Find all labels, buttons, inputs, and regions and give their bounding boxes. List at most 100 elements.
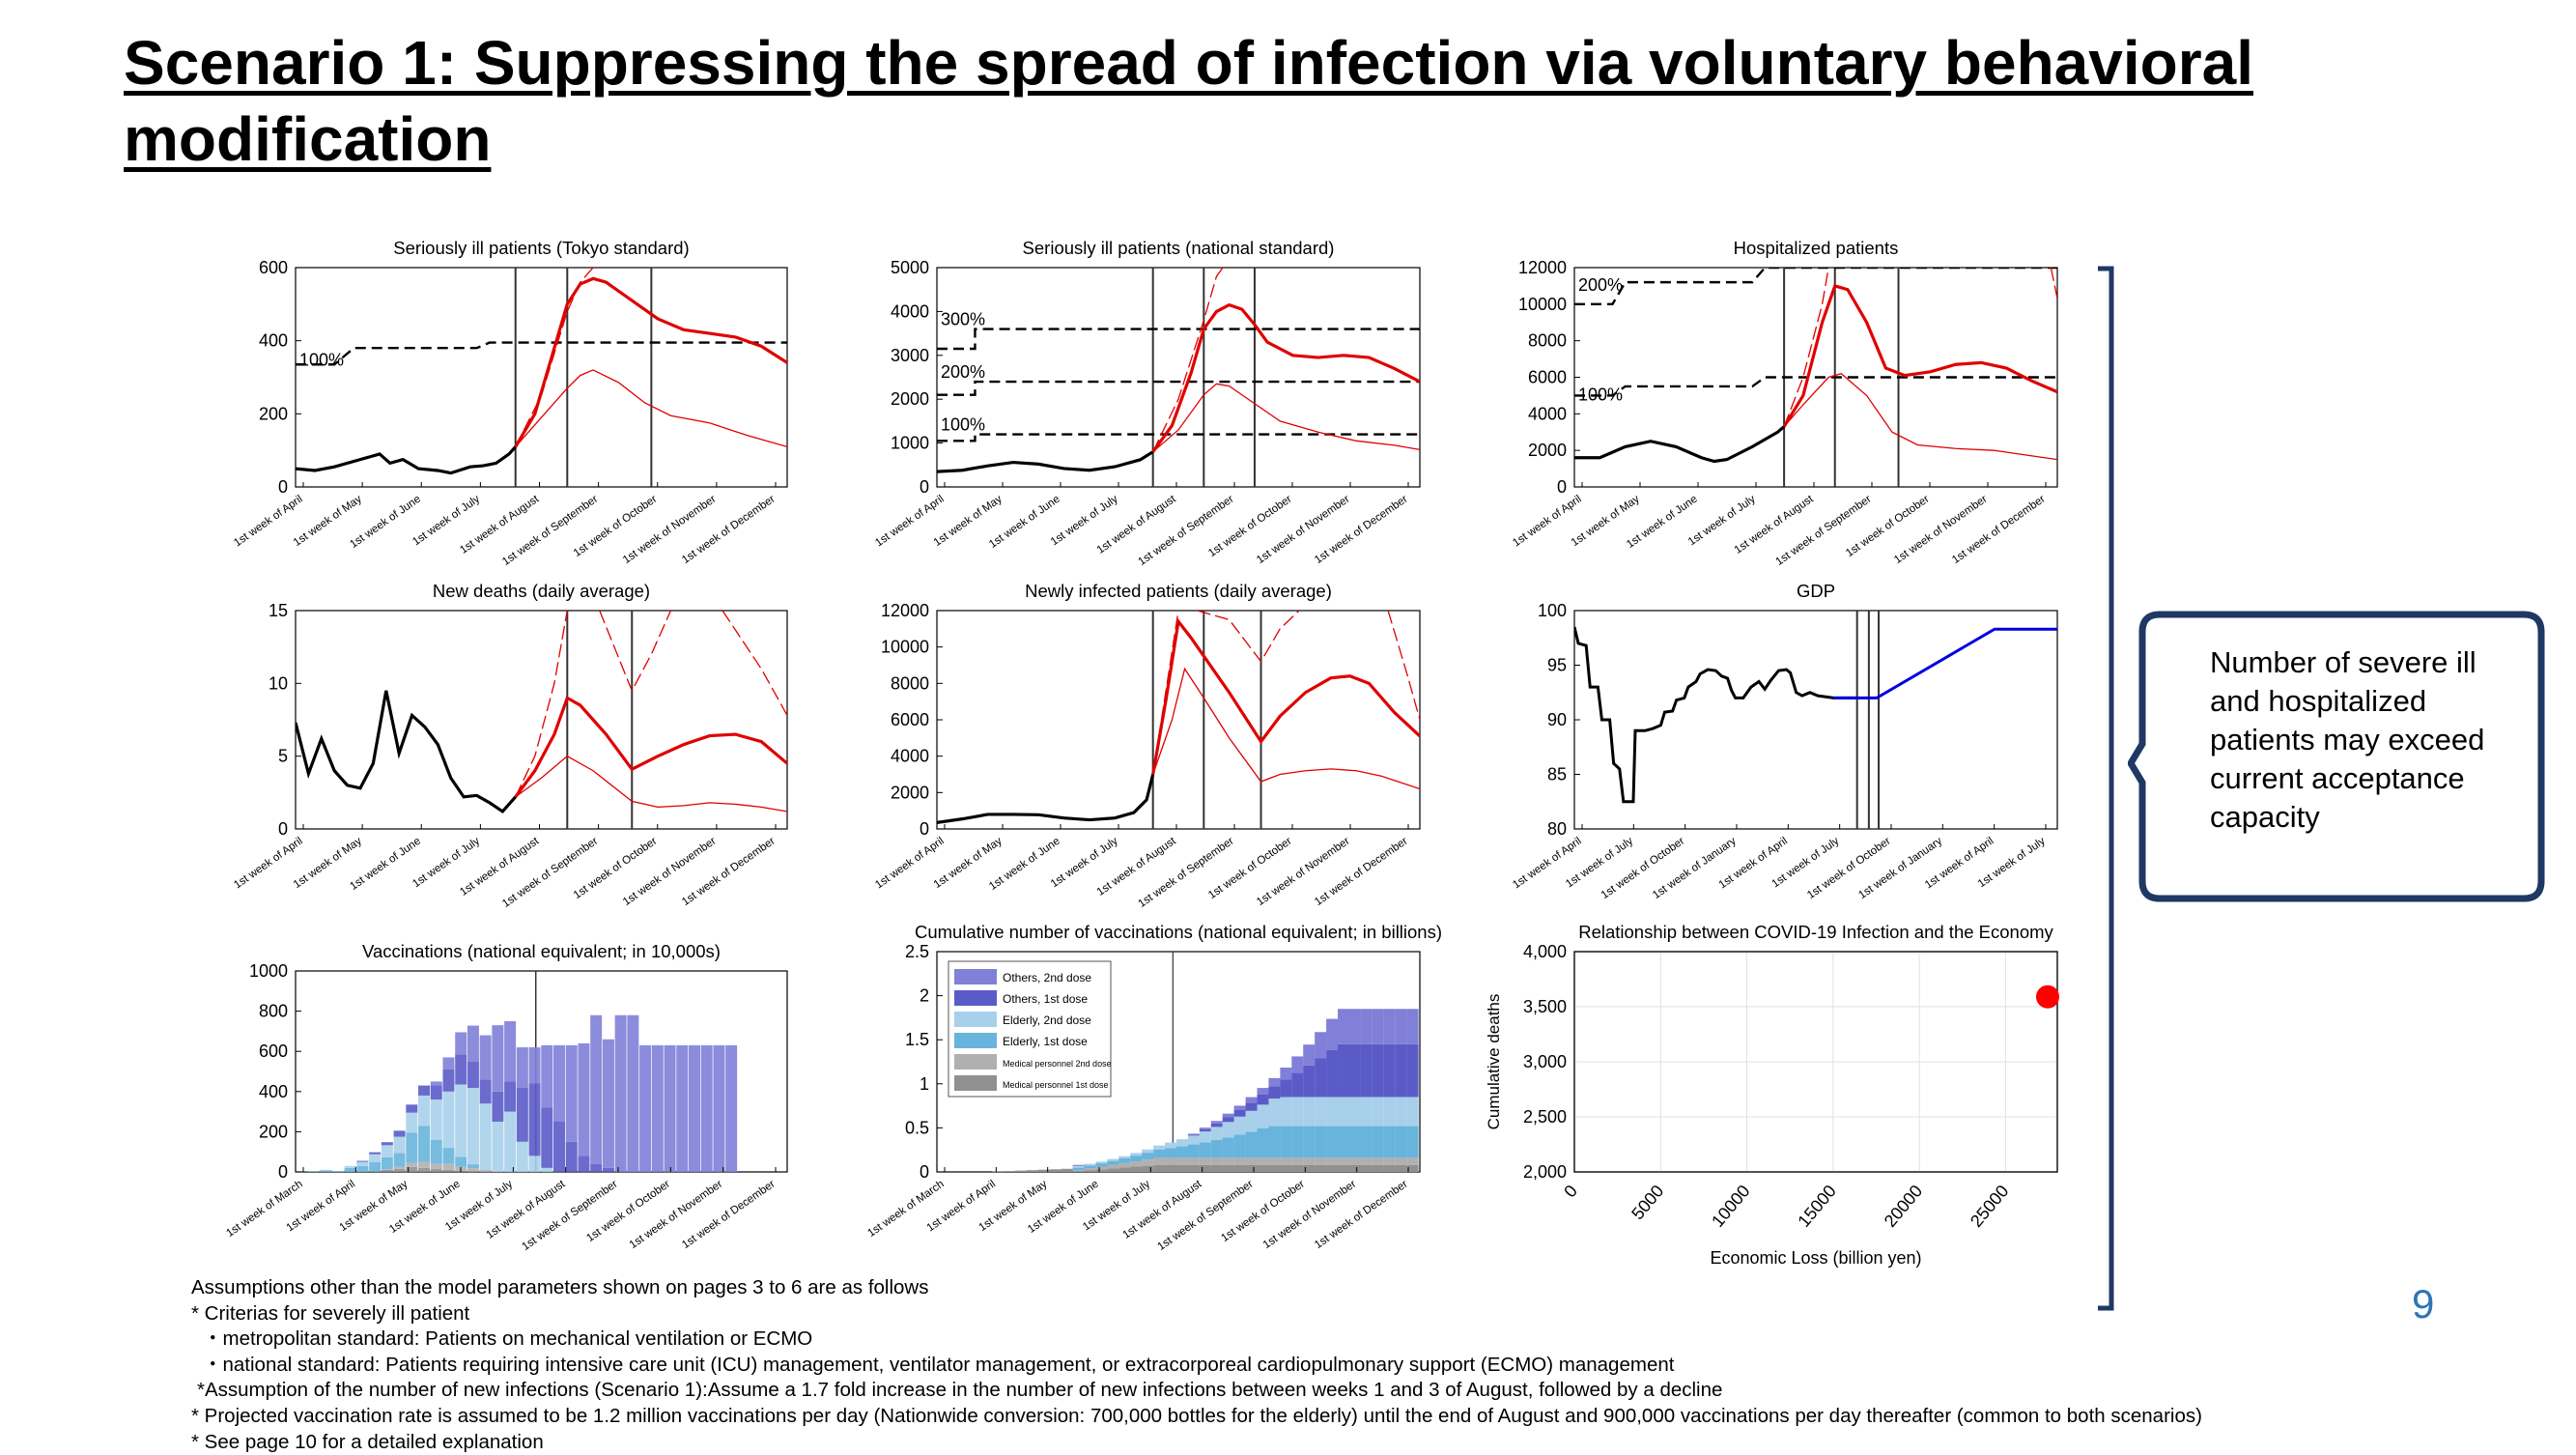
bar-segment (1073, 1168, 1085, 1171)
y-tick-label: 400 (259, 331, 288, 351)
bar-segment (1142, 1153, 1153, 1159)
bar-segment (418, 1162, 430, 1168)
bar-segment (382, 1145, 393, 1156)
bar-segment (356, 1166, 368, 1172)
threshold-label: 300% (941, 310, 985, 329)
bar-segment (1280, 1157, 1291, 1164)
x-tick-label: 1st week of December (1950, 494, 2048, 567)
bar-segment (1396, 1157, 1407, 1164)
bar-segment (492, 1122, 503, 1172)
note-line: Assumptions other than the model paramet… (191, 1275, 2202, 1301)
bar-segment (1085, 1165, 1096, 1168)
y-tick-label: 200 (259, 1122, 288, 1141)
bar-segment (553, 1045, 565, 1122)
x-tick-label: 1st week of December (680, 1179, 778, 1252)
bar-segment (1349, 1009, 1361, 1043)
bar-segment (1258, 1165, 1269, 1172)
bar-segment (480, 1170, 492, 1172)
bar-segment (406, 1132, 417, 1162)
chart-title: Seriously ill patients (Tokyo standard) (393, 238, 689, 258)
bar-segment (1223, 1157, 1234, 1164)
y-tick-label: 0 (278, 819, 288, 839)
bar-segment (418, 1126, 430, 1161)
bar-segment (603, 1168, 614, 1172)
y-tick-label: 0 (920, 477, 929, 497)
bar-segment (1280, 1127, 1291, 1158)
bracket (2094, 263, 2123, 1326)
bar-segment (1200, 1165, 1211, 1172)
bar-segment (1223, 1122, 1234, 1137)
bar-segment (1291, 1127, 1303, 1158)
x-tick-label: 1st week of September (520, 1179, 619, 1253)
bar-segment (1095, 1169, 1107, 1172)
legend-label: Medical personnel 1st dose (1003, 1080, 1109, 1090)
y-tick-label: 10000 (881, 638, 929, 657)
x-tick-label: 1st week of October (1219, 1179, 1307, 1245)
y-tick-label: 400 (259, 1082, 288, 1101)
bar-segment (1211, 1127, 1223, 1140)
bar-segment (1384, 1157, 1396, 1164)
bar-segment (1349, 1044, 1361, 1098)
y-tick-label: 6000 (891, 710, 929, 729)
bar-segment (356, 1161, 368, 1162)
bar-segment (406, 1163, 417, 1167)
legend-swatch (954, 1075, 997, 1091)
bar-segment (369, 1153, 381, 1155)
bar-segment (517, 1047, 528, 1088)
callout-text: Number of severe ill and hospitalized pa… (2210, 643, 2529, 837)
chart-cumulative: Cumulative number of vaccinations (natio… (865, 922, 1442, 1253)
bar-segment (1153, 1146, 1165, 1150)
bar-segment (615, 1015, 627, 1172)
bar-segment (1326, 1127, 1338, 1158)
note-line: * See page 10 for a detailed explanation (191, 1430, 2202, 1455)
y-tick-label: 4,000 (1523, 942, 1567, 961)
bar-segment (1165, 1148, 1176, 1157)
x-tick-label: 1st week of December (1313, 1179, 1410, 1252)
threshold-label: 100% (941, 415, 985, 435)
bar-segment (382, 1142, 393, 1145)
bar-segment (467, 1062, 479, 1088)
bar-segment (1407, 1009, 1419, 1043)
legend-label: Others, 1st dose (1003, 992, 1088, 1006)
y-tick-label: 8000 (1528, 331, 1567, 351)
bar-segment (1188, 1134, 1200, 1135)
bar-segment (713, 1045, 724, 1172)
y-tick-label: 2000 (891, 389, 929, 409)
y-tick-label: 1000 (249, 961, 288, 981)
bar-segment (1200, 1157, 1211, 1164)
bar-segment (1315, 1127, 1326, 1158)
threshold-label: 200% (941, 362, 985, 382)
bar-segment (1396, 1009, 1407, 1043)
bar-segment (1291, 1165, 1303, 1172)
y-tick-label: 2000 (891, 783, 929, 802)
y-tick-label: 1.5 (905, 1030, 929, 1049)
plot-frame (296, 611, 787, 829)
y-tick-label: 5000 (891, 258, 929, 277)
bar-segment (1073, 1170, 1085, 1171)
bar-segment (418, 1096, 430, 1126)
bar-segment (1118, 1158, 1130, 1163)
bar-segment (1107, 1168, 1118, 1172)
plot-frame (937, 268, 1420, 487)
legend-swatch (954, 1054, 997, 1070)
y-tick-label: 15 (269, 601, 288, 620)
bar-segment (1326, 1097, 1338, 1126)
bar-segment (1361, 1157, 1373, 1164)
bar-segment (1142, 1150, 1153, 1153)
x-axis-label: Economic Loss (billion yen) (1710, 1248, 1921, 1268)
bar-segment (578, 1043, 589, 1155)
note-line: * Projected vaccination rate is assumed … (191, 1404, 2202, 1430)
bar-segment (1246, 1165, 1258, 1172)
legend-label: Medical personnel 2nd dose (1003, 1059, 1112, 1069)
bar-segment (1223, 1137, 1234, 1157)
bar-segment (345, 1168, 356, 1172)
chart-title: GDP (1797, 581, 1835, 601)
bar-segment (1396, 1165, 1407, 1172)
y-tick-label: 12000 (881, 601, 929, 620)
x-tick-label: 1st week of October (1805, 836, 1893, 902)
bar-segment (1268, 1098, 1280, 1126)
note-line: * Criterias for severely ill patient (191, 1301, 2202, 1327)
bar-segment (1326, 1019, 1338, 1050)
bar-segment (1107, 1165, 1118, 1169)
